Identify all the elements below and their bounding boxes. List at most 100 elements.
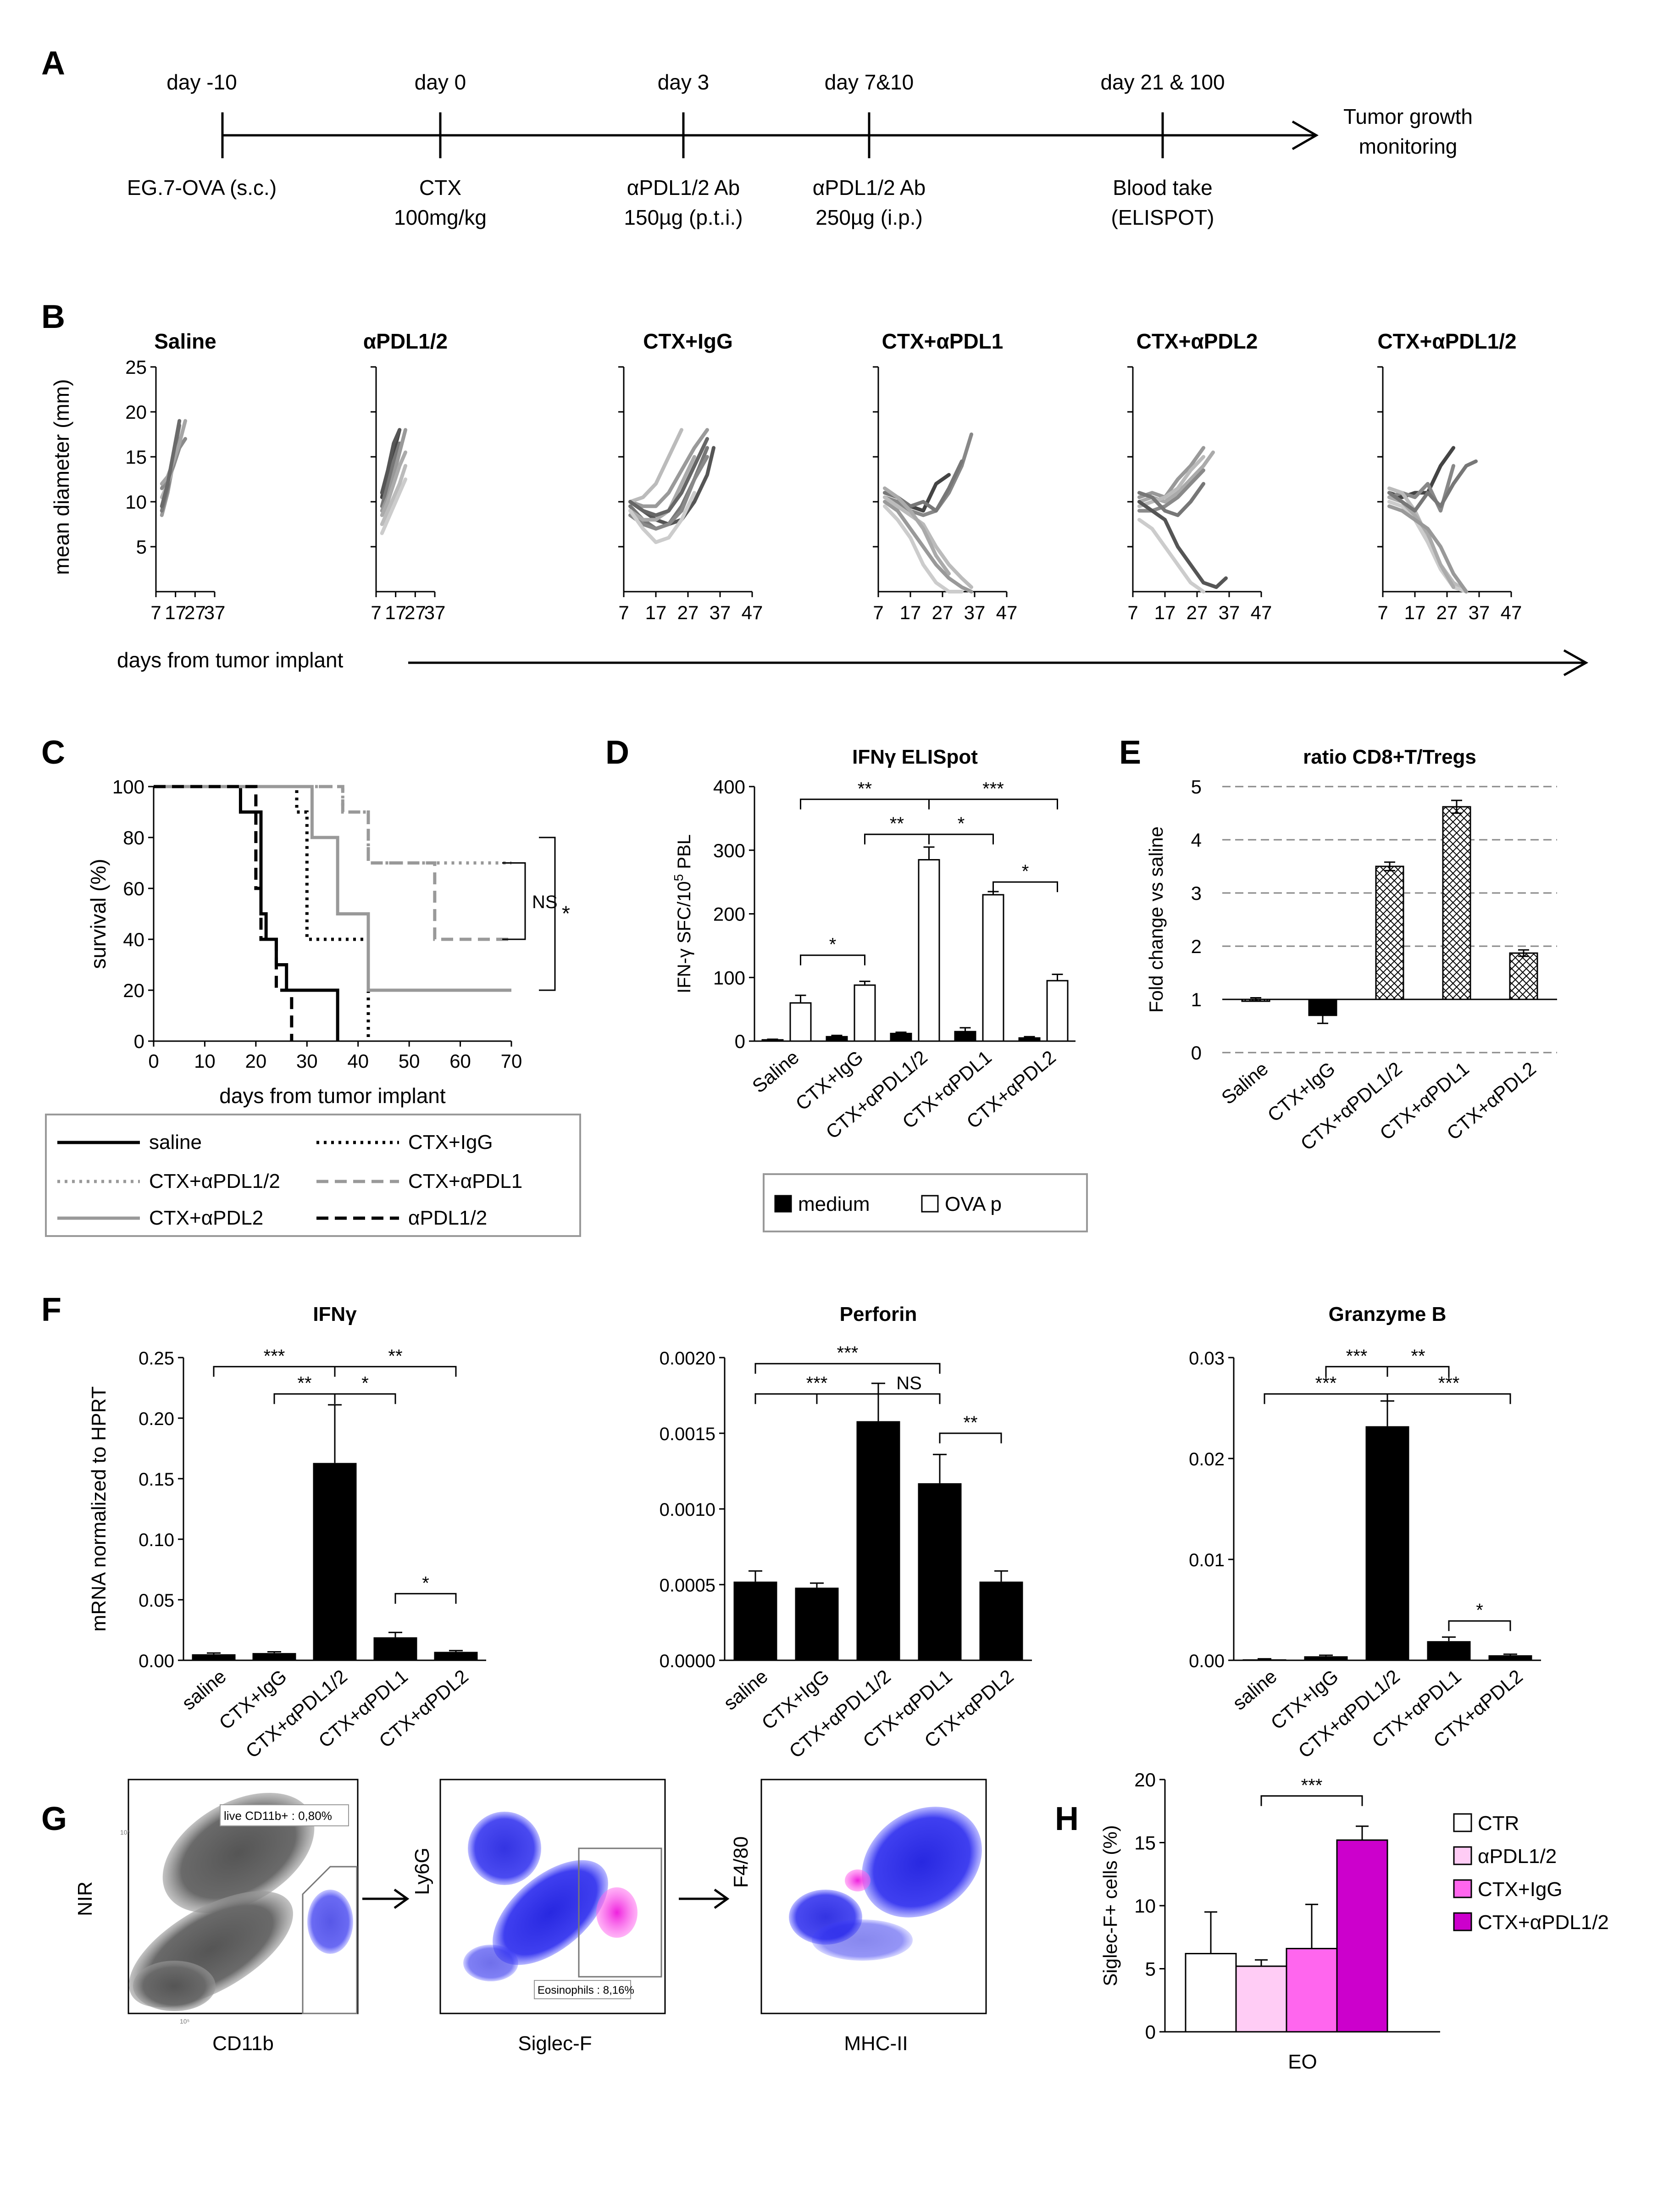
chart-title: ratio CD8+T/Tregs	[1303, 746, 1476, 768]
x-tick-label: 30	[296, 1050, 318, 1072]
y-tick-label: 0.00	[1189, 1651, 1225, 1671]
growth-curve	[1137, 446, 1205, 499]
event-label: CTX	[419, 176, 461, 200]
x-tick-label: saline	[178, 1665, 230, 1714]
timeline-arrowhead	[1292, 120, 1319, 150]
event-detail: 250µg (i.p.)	[815, 205, 923, 229]
timeline-event: day 7&10 αPDL1/2 Ab 250µg (i.p.)	[813, 70, 926, 229]
x-tick-label: 27	[184, 602, 206, 623]
x-tick-label: 47	[1501, 602, 1522, 623]
y-tick-label: 15	[125, 446, 147, 468]
x-tick-label: 10	[194, 1050, 216, 1072]
sig-label: *	[361, 1373, 369, 1393]
growth-curve	[1137, 500, 1228, 589]
x-tick-label: 47	[996, 602, 1018, 623]
growth-curve	[883, 500, 973, 593]
legend-label: CTX+αPDL1	[408, 1170, 522, 1192]
growth-curve	[380, 477, 407, 535]
bar	[1235, 1965, 1287, 2033]
legend-label: CTX+IgG	[408, 1131, 493, 1153]
axis-y-title: mean diameter (mm)	[50, 379, 73, 575]
facet-title: CTX+αPDL1	[882, 329, 1004, 353]
bar	[856, 1421, 900, 1660]
gate	[302, 1866, 358, 2014]
y-tick-label: 5	[1191, 776, 1202, 798]
bar	[1018, 1037, 1041, 1042]
x-tick-label: 37	[710, 602, 731, 623]
y-tick-label: 20	[123, 980, 144, 1001]
gated-population	[845, 1869, 870, 1891]
growth-curve	[883, 504, 964, 593]
bar	[373, 1637, 417, 1660]
y-tick-label: 0	[1145, 2021, 1156, 2043]
facet-title: CTX+αPDL1/2	[1377, 329, 1516, 353]
sig-label: **	[858, 779, 872, 799]
y-tick-label: 0	[134, 1031, 144, 1052]
sig-label: **	[1411, 1346, 1425, 1366]
sig-label: *	[562, 902, 570, 926]
x-tick-label: 17	[165, 602, 186, 623]
arrow-head	[714, 1888, 730, 1909]
legend-label: CTX+IgG	[1478, 1878, 1563, 1901]
sig-bracket	[1260, 1795, 1363, 1806]
y-tick-label: 0.05	[139, 1591, 174, 1611]
y-tick-label: 300	[713, 840, 745, 861]
sig-label: ***	[1315, 1373, 1337, 1393]
bar	[192, 1654, 236, 1660]
chart-title: Granzyme B	[1329, 1303, 1447, 1325]
sig-label: ***	[806, 1373, 828, 1393]
bar	[1242, 1659, 1286, 1660]
bar	[434, 1652, 478, 1660]
growth-curve	[883, 495, 973, 589]
panel-f-perforin: Perforin 0.0000 0.0005 0.0010 0.0015 0.0020 sa…	[660, 1303, 1032, 1762]
flow-plot-siglecf: Eosinophils : 8,16% Siglec-F Ly6G	[411, 1779, 666, 2055]
y-tick-label: 0.0005	[660, 1575, 715, 1596]
tick-label: 10⁵	[180, 2018, 189, 2025]
x-tick-label: 70	[501, 1050, 522, 1072]
legend-swatch	[774, 1195, 792, 1213]
legend-label: OVA p	[945, 1193, 1002, 1215]
y-tick-label: 0.0015	[660, 1424, 715, 1444]
sig-label: *	[958, 814, 965, 834]
y-tick-label: 0.0010	[660, 1500, 715, 1520]
y-tick-label: 4	[1191, 829, 1202, 851]
sig-label: ***	[982, 779, 1004, 799]
y-tick-label: 0	[1191, 1042, 1202, 1064]
growth-curve	[628, 455, 696, 522]
bar	[979, 1581, 1023, 1660]
bar	[1427, 1641, 1471, 1660]
timeline-end-label: Tumor growth	[1343, 105, 1473, 128]
y-tick-label: 100	[713, 967, 745, 988]
x-tick-label: 27	[677, 602, 699, 623]
x-tick-label: 20	[245, 1050, 266, 1072]
sig-label: *	[829, 935, 837, 955]
panel-label-b: B	[41, 299, 65, 335]
panel-h-siglecf: 0 5 10 15 20 Siglec-F+ cells (%) EO CTR αPDL1/2 C…	[1099, 1769, 1609, 2073]
sig-bracket	[1448, 1620, 1511, 1631]
x-tick-label: 37	[1219, 602, 1240, 623]
y-tick-label: 0.00	[139, 1651, 174, 1671]
event-detail: 100mg/kg	[394, 205, 487, 229]
bar	[1185, 1953, 1237, 2033]
sig-label: ***	[264, 1346, 285, 1366]
y-tick-label: 0.15	[139, 1469, 174, 1490]
x-tick-label: 27	[405, 602, 426, 623]
y-tick-label: 400	[713, 776, 745, 798]
y-tick-label: 0.20	[139, 1409, 174, 1429]
axis-x-title: Siglec-F	[518, 2032, 592, 2055]
axis-y-title: survival (%)	[86, 859, 110, 969]
survival-curve	[154, 785, 370, 1041]
facet-title: CTX+IgG	[643, 329, 733, 353]
y-tick-label: 20	[125, 401, 147, 423]
sig-label: **	[297, 1373, 311, 1393]
legend-label: CTX+αPDL1/2	[149, 1170, 280, 1192]
growth-curve	[628, 428, 709, 508]
event-detail: (ELISPOT)	[1111, 205, 1214, 229]
x-tick-label: saline	[1229, 1665, 1281, 1714]
population-cloud	[862, 1807, 982, 1918]
legend-label: CTX+αPDL1/2	[1478, 1911, 1609, 1934]
event-day: day 0	[415, 70, 466, 94]
growth-curve	[1387, 504, 1468, 593]
growth-curve	[380, 428, 402, 495]
